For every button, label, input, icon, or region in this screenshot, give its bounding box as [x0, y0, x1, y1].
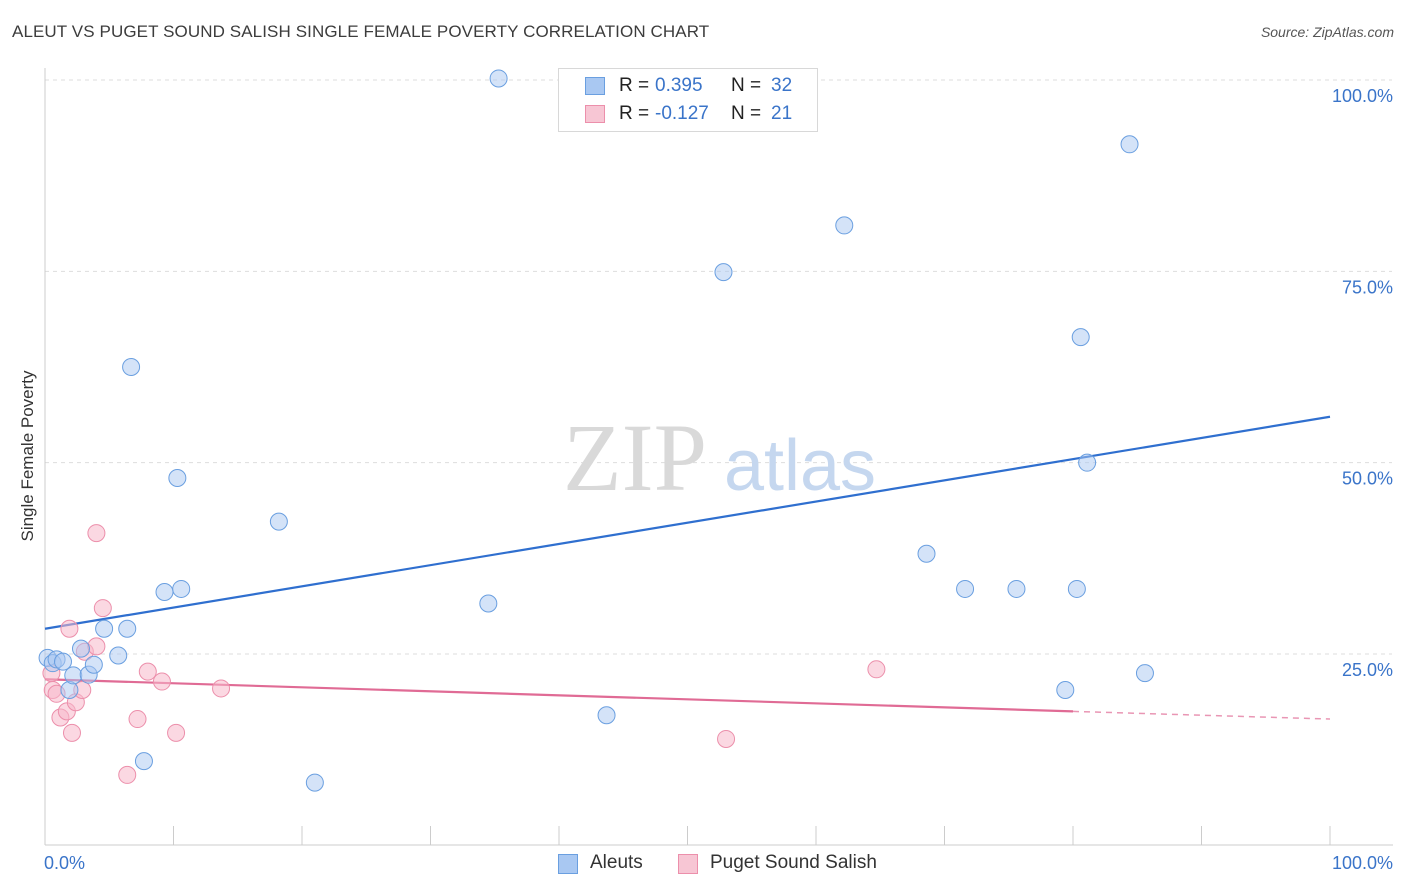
salish-point [118, 765, 137, 784]
aleut-point [172, 579, 191, 598]
salish-point [62, 723, 81, 742]
salish-point [93, 599, 112, 618]
aleut-point [1071, 328, 1090, 347]
grid-lines [45, 79, 1392, 655]
salish-legend-label: Puget Sound Salish [710, 852, 877, 873]
aleut-r-label: R = [619, 75, 650, 96]
aleut-point [122, 358, 141, 376]
y-tick-label: 50.0% [1342, 469, 1393, 489]
source-credit: Source: ZipAtlas.com [1260, 24, 1394, 40]
aleut-n-label: N = [731, 75, 762, 96]
aleut-point [1135, 664, 1154, 683]
salish-trendline-extension [1072, 710, 1331, 720]
aleut-swatch [585, 77, 605, 95]
aleut-trendline [44, 415, 1331, 630]
y-axis-label: Single Female Poverty [18, 370, 37, 542]
salish-n-value: 21 [771, 103, 793, 124]
aleut-point [479, 594, 498, 613]
aleuts-legend-label: Aleuts [590, 852, 643, 873]
aleut-point [64, 666, 83, 685]
aleut-point [714, 263, 733, 282]
aleut-point [1067, 579, 1086, 598]
salish-point [867, 660, 886, 679]
aleut-point [71, 639, 90, 658]
y-tick-label: 75.0% [1342, 277, 1393, 297]
aleut-r-value: 0.395 [655, 75, 703, 96]
aleut-point [835, 216, 854, 235]
salish-point [60, 619, 79, 638]
salish-point [87, 637, 106, 656]
aleut-point [134, 752, 153, 771]
aleut-point [597, 706, 616, 725]
aleut-point [1056, 680, 1075, 699]
y-tick-label: 100.0% [1332, 86, 1393, 106]
salish-n-label: N = [731, 103, 762, 124]
salish-swatch [585, 105, 605, 123]
aleut-point [1078, 453, 1097, 472]
aleut-point [917, 544, 936, 563]
aleut-n-value: 32 [771, 75, 793, 96]
x-tick-label-min: 0.0% [44, 853, 85, 873]
legend-row-salish: R = -0.127 N = 21 [559, 100, 817, 128]
data-points [38, 69, 1154, 792]
aleut-point [53, 652, 72, 671]
chart-title: ALEUT VS PUGET SOUND SALISH SINGLE FEMAL… [12, 22, 710, 41]
axes [44, 68, 1393, 846]
salish-point [212, 679, 231, 698]
y-tick-label: 25.0% [1342, 660, 1393, 680]
watermark: ZIP atlas [563, 404, 876, 511]
watermark-atlas: atlas [724, 426, 876, 506]
tick-labels: 25.0% 50.0% 75.0% 100.0% 0.0% 100.0% [44, 86, 1393, 873]
aleut-point [155, 583, 174, 602]
aleut-point [1120, 135, 1139, 154]
salish-r-value: -0.127 [655, 103, 709, 124]
aleuts-legend-swatch [558, 854, 578, 874]
legend-row-aleut: R = 0.395 N = 32 [559, 72, 817, 100]
watermark-zip: ZIP [563, 404, 707, 511]
salish-point [128, 710, 147, 729]
x-tick-label-max: 100.0% [1332, 853, 1393, 873]
aleut-point [95, 619, 114, 638]
aleut-point [269, 512, 288, 531]
aleut-point [956, 579, 975, 598]
salish-point [87, 524, 106, 543]
salish-point [167, 723, 186, 742]
salish-point [138, 662, 157, 681]
salish-legend-swatch [678, 854, 698, 874]
salish-r-label: R = [619, 103, 650, 124]
salish-trendline [44, 678, 1074, 713]
salish-point [152, 672, 171, 691]
correlation-legend: R = 0.395 N = 32 R = -0.127 N = 21 [558, 68, 818, 132]
aleut-point [1007, 579, 1026, 598]
aleut-point [305, 773, 324, 792]
aleut-point [489, 69, 508, 88]
salish-point [717, 729, 736, 748]
aleut-point [168, 468, 187, 487]
aleut-point [118, 619, 137, 638]
aleut-point [84, 655, 103, 674]
aleut-point [109, 646, 128, 665]
